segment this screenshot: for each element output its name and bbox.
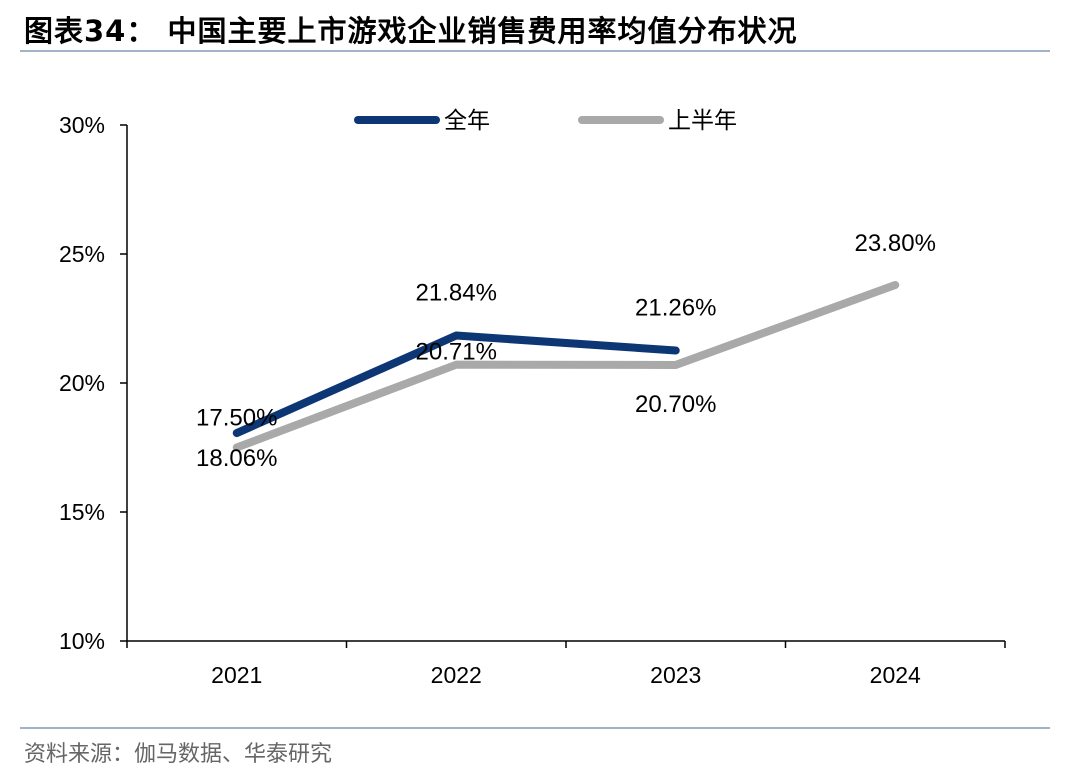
data-label: 23.80% — [855, 230, 936, 257]
y-tick-label: 20% — [59, 370, 105, 396]
chart-lines — [232, 280, 900, 452]
y-tick-label: 25% — [59, 241, 105, 267]
data-label: 20.71% — [416, 339, 497, 366]
x-tick-label: 2022 — [431, 662, 482, 688]
title-divider — [20, 50, 1050, 52]
series-line-full-year — [232, 331, 680, 438]
data-label: 20.70% — [635, 391, 716, 418]
chart-legend: 全年 上半年 — [354, 107, 737, 133]
source-note: 资料来源：伽马数据、华泰研究 — [24, 742, 333, 767]
chart-data-labels: 18.06% 21.84% 21.26% 17.50% 20.71% 20.70% 23.8… — [196, 230, 936, 472]
data-label: 17.50% — [196, 405, 277, 432]
x-tick-label: 2023 — [650, 662, 701, 688]
page-title: 图表34： 中国主要上市游戏企业销售费用率均值分布状况 — [24, 14, 798, 48]
footer-divider — [20, 727, 1050, 729]
data-label: 21.26% — [635, 294, 716, 321]
x-tick-label: 2024 — [870, 662, 921, 688]
y-tick-label: 10% — [59, 628, 105, 654]
data-label: 21.84% — [416, 280, 497, 307]
x-tick-label: 2021 — [211, 662, 262, 688]
chart-axes: 10% 15% 20% 25% 30% 2021 2022 2023 2024 — [59, 112, 1006, 688]
legend-label: 上半年 — [668, 107, 737, 133]
series-line-half-year — [232, 280, 900, 452]
y-tick-label: 30% — [59, 112, 105, 138]
y-tick-label: 15% — [59, 499, 105, 525]
legend-label: 全年 — [444, 107, 490, 133]
data-label: 18.06% — [196, 445, 277, 472]
